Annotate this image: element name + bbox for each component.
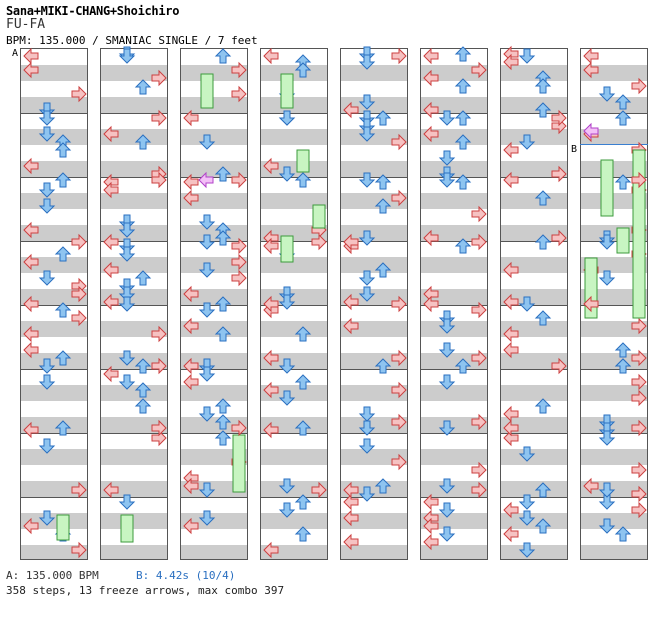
- footer-bpm-a: A: 135.000 BPM: [6, 569, 99, 582]
- footer-summary: 358 steps, 13 freeze arrows, max combo 3…: [6, 584, 285, 597]
- marker-b-label: B: [571, 144, 578, 155]
- chart-column: [100, 48, 168, 560]
- chart-meta: BPM: 135.000 / SMANIAC SINGLE / 7 feet: [6, 34, 258, 47]
- chart-column: [180, 48, 248, 560]
- song-artist: Sana+MIKI-CHANG+Shoichiro: [6, 4, 180, 18]
- marker-b-line: [580, 144, 648, 145]
- chart-column: [500, 48, 568, 560]
- footer-bpm-b: B: 4.42s (10/4): [136, 569, 236, 582]
- chart-column: [420, 48, 488, 560]
- chart-column: [340, 48, 408, 560]
- song-title: FU-FA: [6, 17, 46, 32]
- chart-column: [260, 48, 328, 560]
- chart-column: [580, 48, 648, 560]
- marker-a-label: A: [12, 48, 19, 59]
- chart-column: [20, 48, 88, 560]
